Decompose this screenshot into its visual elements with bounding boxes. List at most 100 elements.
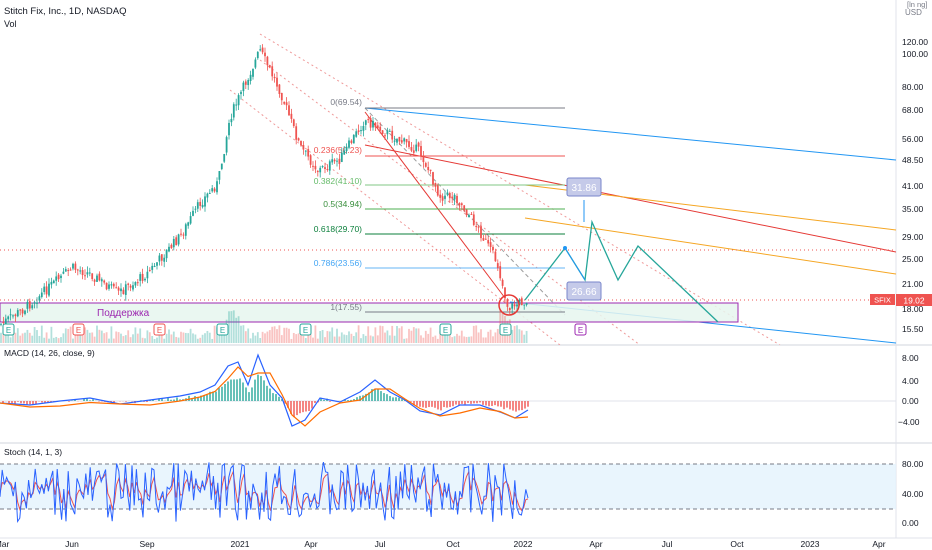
low-highlight-circle: [498, 294, 520, 316]
macd-histogram-bar: [527, 401, 529, 407]
earnings-marker[interactable]: [499, 323, 512, 336]
volume-bar: [146, 330, 149, 343]
macd-histogram-bar: [260, 376, 262, 401]
candle-body: [427, 166, 430, 171]
volume-bar: [216, 327, 218, 343]
volume-bar: [24, 332, 26, 343]
earnings-marker[interactable]: [299, 323, 312, 336]
fib-retracement[interactable]: 0(69.54) 0.236(50.23) 0.382(41.10) 0.5(3…: [314, 97, 565, 313]
price-pane[interactable]: Поддержка 0(69.54) 0.236(50.23) 0.382(41…: [0, 33, 896, 345]
volume-bar: [480, 329, 482, 343]
macd-histogram-bar: [494, 401, 496, 406]
time-tick: Oct: [446, 539, 460, 549]
candle-body: [424, 163, 427, 167]
channel-orange-line: [524, 217, 896, 275]
volume-bar: [220, 334, 223, 343]
macd-histogram-bar: [311, 401, 313, 409]
candle-body: [405, 139, 408, 143]
earnings-marker[interactable]: [574, 323, 587, 336]
stoch-axis[interactable]: 80.00 40.00 0.00: [902, 459, 924, 528]
fib-level-label: 0(69.54): [330, 97, 362, 107]
price-tick: 25.00: [902, 254, 924, 264]
volume-bar: [105, 332, 108, 343]
stoch-tick: 80.00: [902, 459, 924, 469]
macd-histogram-bar: [482, 401, 484, 405]
volume-bar: [484, 337, 487, 343]
volume-bar: [448, 329, 451, 343]
macd-histogram-bar: [191, 398, 193, 401]
time-axis[interactable]: Mar Jun Sep 2021 Apr Jul Oct 2022 Apr Ju…: [0, 539, 886, 549]
candle-body: [357, 130, 360, 133]
candle-body: [482, 238, 485, 241]
price-axis[interactable]: 120.00 100.00 80.00 68.00 56.00 48.50 41…: [902, 37, 928, 334]
volume-bar: [98, 329, 101, 343]
macd-histogram-bar: [125, 401, 127, 402]
volume-bar: [324, 337, 326, 343]
volume-bar: [427, 333, 430, 343]
volume-bar: [460, 330, 463, 343]
volume-bar: [321, 330, 324, 343]
earnings-marker[interactable]: [72, 323, 85, 336]
volume-bar: [362, 334, 365, 343]
volume-bar: [314, 325, 317, 343]
volume-bar: [388, 335, 391, 343]
candle-body: [134, 282, 137, 286]
macd-histogram-bar: [20, 401, 22, 404]
target-label-box[interactable]: [566, 177, 602, 197]
volume-bar: [228, 311, 230, 343]
volume-bar: [148, 332, 151, 343]
earnings-marker[interactable]: [2, 323, 15, 336]
macd-histogram-bar: [323, 399, 325, 401]
candle-body: [376, 125, 379, 129]
candle-body: [50, 281, 53, 285]
volume-bar: [184, 332, 187, 343]
candle-body: [60, 275, 62, 279]
macd-axis[interactable]: 8.00 4.00 0.00 −4.00: [898, 353, 920, 427]
earnings-marker[interactable]: [216, 323, 229, 336]
volume-bar: [432, 336, 434, 343]
macd-histogram-bar: [512, 401, 514, 411]
volume-bar: [91, 332, 94, 343]
volume-bar: [350, 333, 353, 343]
volume-bar: [124, 335, 127, 343]
candle-body: [230, 118, 233, 123]
candle-body: [240, 91, 242, 95]
target-label-box[interactable]: [566, 281, 602, 301]
candle-body: [45, 286, 48, 295]
volume-bar: [244, 331, 247, 343]
candle-body: [434, 182, 437, 187]
candle-body: [105, 282, 108, 290]
earnings-marker[interactable]: [153, 323, 166, 336]
volume-bar: [213, 325, 216, 343]
volume-bar: [451, 337, 454, 343]
earnings-markers[interactable]: E E E E E E E E: [2, 323, 587, 336]
macd-histogram-bar: [23, 401, 25, 404]
volume-bar: [208, 332, 211, 343]
macd-histogram-bar: [293, 401, 295, 418]
candle-body: [511, 303, 514, 309]
volume-bar: [276, 329, 278, 343]
volume-bar: [62, 333, 65, 343]
candle-body: [492, 246, 494, 250]
macd-histogram-bar: [410, 401, 412, 402]
candle-body: [249, 74, 252, 81]
earnings-marker[interactable]: [439, 323, 452, 336]
volume-bar: [340, 332, 343, 343]
macd-pane[interactable]: [0, 353, 896, 427]
candle-body: [187, 222, 190, 226]
candle-body: [523, 304, 526, 306]
stoch-pane[interactable]: [0, 461, 896, 524]
candles[interactable]: [0, 44, 528, 327]
candle-body: [182, 234, 185, 236]
macd-histogram-bar: [68, 401, 70, 402]
volume-bar: [115, 331, 118, 343]
volume-bar: [264, 333, 266, 343]
candle-body: [55, 276, 58, 281]
volume-bar: [458, 335, 461, 343]
candle-body: [16, 310, 19, 317]
candle-body: [264, 52, 266, 57]
price-tick: 56.00: [902, 134, 924, 144]
candle-body: [165, 249, 168, 259]
candle-body: [309, 155, 312, 165]
